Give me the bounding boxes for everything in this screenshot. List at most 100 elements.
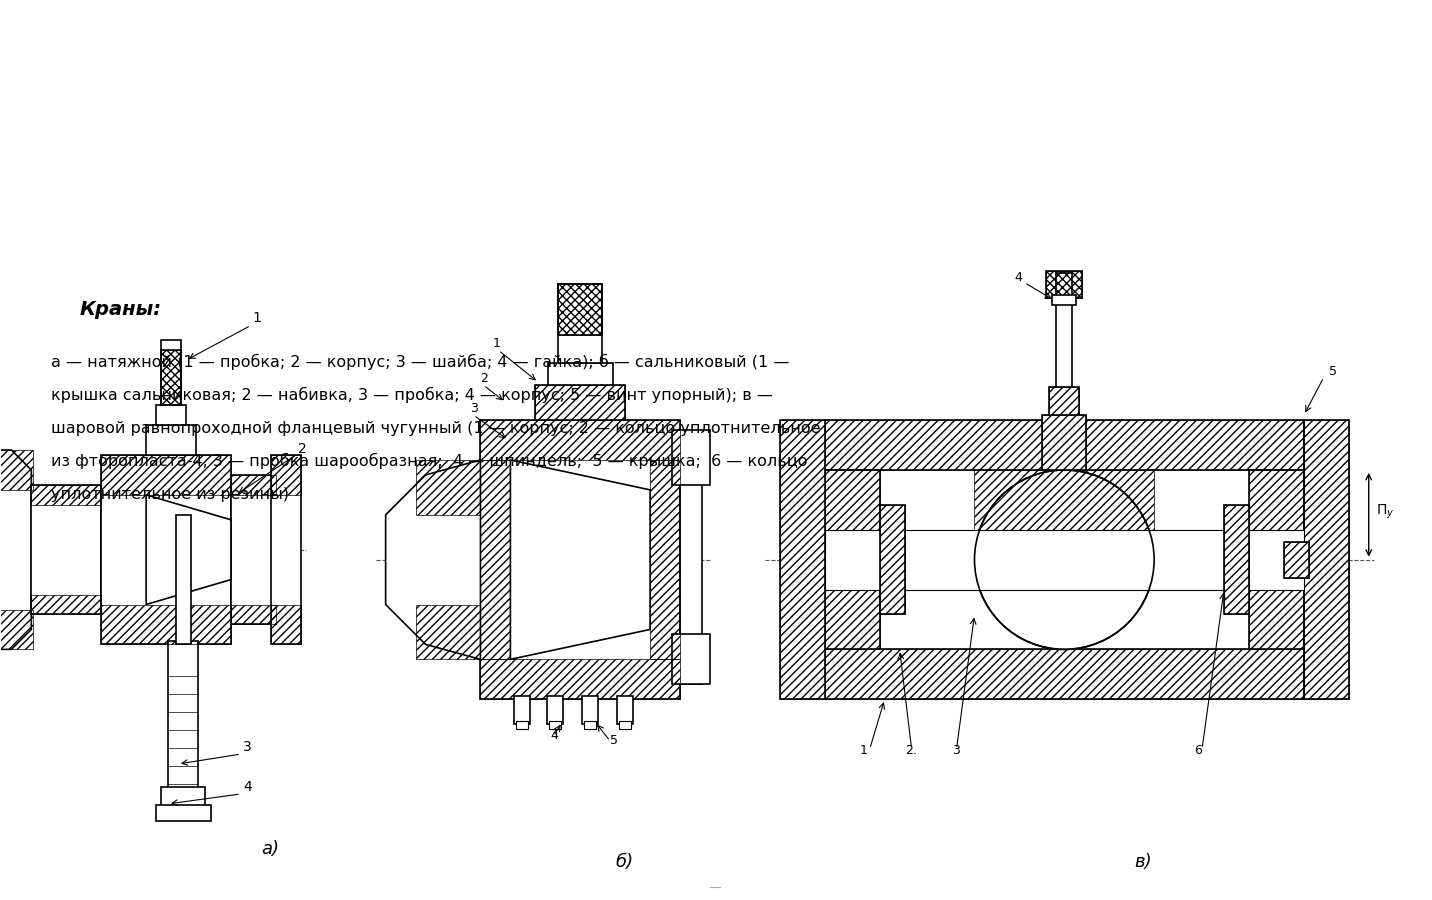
Bar (825, 470, 879, 650)
Text: б): б) (616, 852, 633, 870)
Polygon shape (0, 450, 32, 650)
Text: а — натяжной (1 — пробка; 2 — корпус; 3 — шайба; 4 — гайка); б — сальниковый (1 : а — натяжной (1 — пробка; 2 — корпус; 3 … (52, 354, 789, 370)
Bar (558, 284, 603, 336)
Bar (1224, 505, 1249, 615)
Bar (231, 475, 276, 625)
Text: из фторопласта-4, 3 — пробка шарообразная;  4 — шпиндель;  5 — крышка;  6 — коль: из фторопласта-4, 3 — пробка шарообразна… (52, 453, 808, 469)
Bar (1047, 271, 1083, 299)
Bar (825, 420, 1305, 470)
Bar (481, 460, 510, 660)
Text: 4: 4 (1014, 271, 1022, 284)
Bar (536, 385, 626, 420)
Bar (32, 595, 102, 615)
Bar (680, 435, 702, 684)
Text: 4: 4 (243, 780, 252, 794)
Bar (32, 485, 102, 615)
Bar (156, 805, 211, 821)
Bar (879, 505, 905, 615)
Text: Краны:: Краны: (79, 301, 162, 320)
Bar (1057, 273, 1073, 387)
Bar (168, 642, 198, 789)
Text: 3: 3 (471, 402, 478, 415)
Bar (231, 475, 276, 495)
Text: 6: 6 (1194, 744, 1201, 757)
Text: а): а) (261, 840, 279, 858)
Bar (481, 420, 680, 460)
Bar (415, 605, 481, 660)
Bar (160, 350, 180, 405)
Text: 2: 2 (481, 373, 488, 385)
Bar (271, 455, 301, 495)
Bar (271, 455, 301, 644)
Bar (102, 455, 231, 495)
Bar (1249, 470, 1305, 650)
Bar (825, 470, 879, 650)
Bar (415, 460, 481, 515)
Bar (1305, 420, 1349, 699)
Bar (558, 284, 603, 364)
Bar (650, 460, 680, 660)
Bar (514, 697, 530, 724)
Bar (1053, 295, 1077, 305)
Bar (1285, 542, 1309, 578)
Text: $\Pi_y$: $\Pi_y$ (1376, 503, 1395, 521)
Polygon shape (510, 460, 650, 660)
Bar (1285, 542, 1309, 578)
Bar (975, 470, 1154, 560)
Bar (160, 787, 205, 807)
Text: 1: 1 (859, 744, 868, 757)
Bar (619, 721, 632, 729)
Bar (879, 505, 905, 615)
Bar (0, 609, 33, 650)
Bar (1042, 415, 1087, 470)
Bar (536, 385, 626, 420)
Bar (780, 420, 825, 699)
Bar (1047, 271, 1083, 299)
Bar (825, 650, 1305, 699)
Text: крышка сальниковая; 2 — набивка, 3 — пробка; 4 — корпус; 5 — винт упорный); в —: крышка сальниковая; 2 — набивка, 3 — про… (52, 387, 773, 403)
Bar (231, 605, 276, 625)
Bar (481, 660, 680, 699)
Text: 1: 1 (493, 338, 500, 350)
Text: уплотнительное из резины): уплотнительное из резины) (52, 487, 289, 502)
Text: 2: 2 (298, 442, 306, 456)
Bar (1050, 387, 1080, 415)
Bar (146, 425, 196, 455)
Bar (672, 430, 710, 485)
Text: 1: 1 (253, 311, 262, 326)
Bar (825, 420, 1305, 470)
Bar (780, 420, 825, 699)
Bar (548, 364, 613, 385)
Bar (271, 605, 301, 644)
Circle shape (975, 470, 1154, 650)
Text: шаровой равнопроходной фланцевый чугунный (1 — корпус; 2 — кольцо уплотнительное: шаровой равнопроходной фланцевый чугунны… (52, 421, 821, 436)
Bar (0, 450, 33, 490)
Bar (1305, 420, 1349, 699)
Bar (481, 420, 680, 699)
Bar (672, 634, 710, 684)
Bar (1249, 470, 1305, 650)
Text: 4: 4 (550, 729, 558, 742)
Bar (1224, 505, 1249, 615)
Text: в): в) (1134, 852, 1151, 870)
Bar (825, 650, 1305, 699)
Bar (558, 284, 603, 336)
Bar (176, 515, 190, 644)
Bar (584, 721, 596, 729)
Bar (102, 605, 231, 644)
Text: 5: 5 (1329, 365, 1337, 378)
Bar (550, 721, 561, 729)
Polygon shape (385, 460, 481, 660)
Bar (517, 721, 528, 729)
Bar (156, 405, 186, 425)
Text: 5: 5 (610, 734, 619, 747)
Bar (825, 530, 1305, 590)
Polygon shape (146, 495, 231, 605)
Bar (583, 697, 599, 724)
Bar (1042, 415, 1087, 470)
Bar (617, 697, 633, 724)
Bar (547, 697, 563, 724)
Text: 2.: 2. (905, 744, 916, 757)
Bar (32, 485, 102, 505)
Text: 3: 3 (243, 740, 252, 754)
